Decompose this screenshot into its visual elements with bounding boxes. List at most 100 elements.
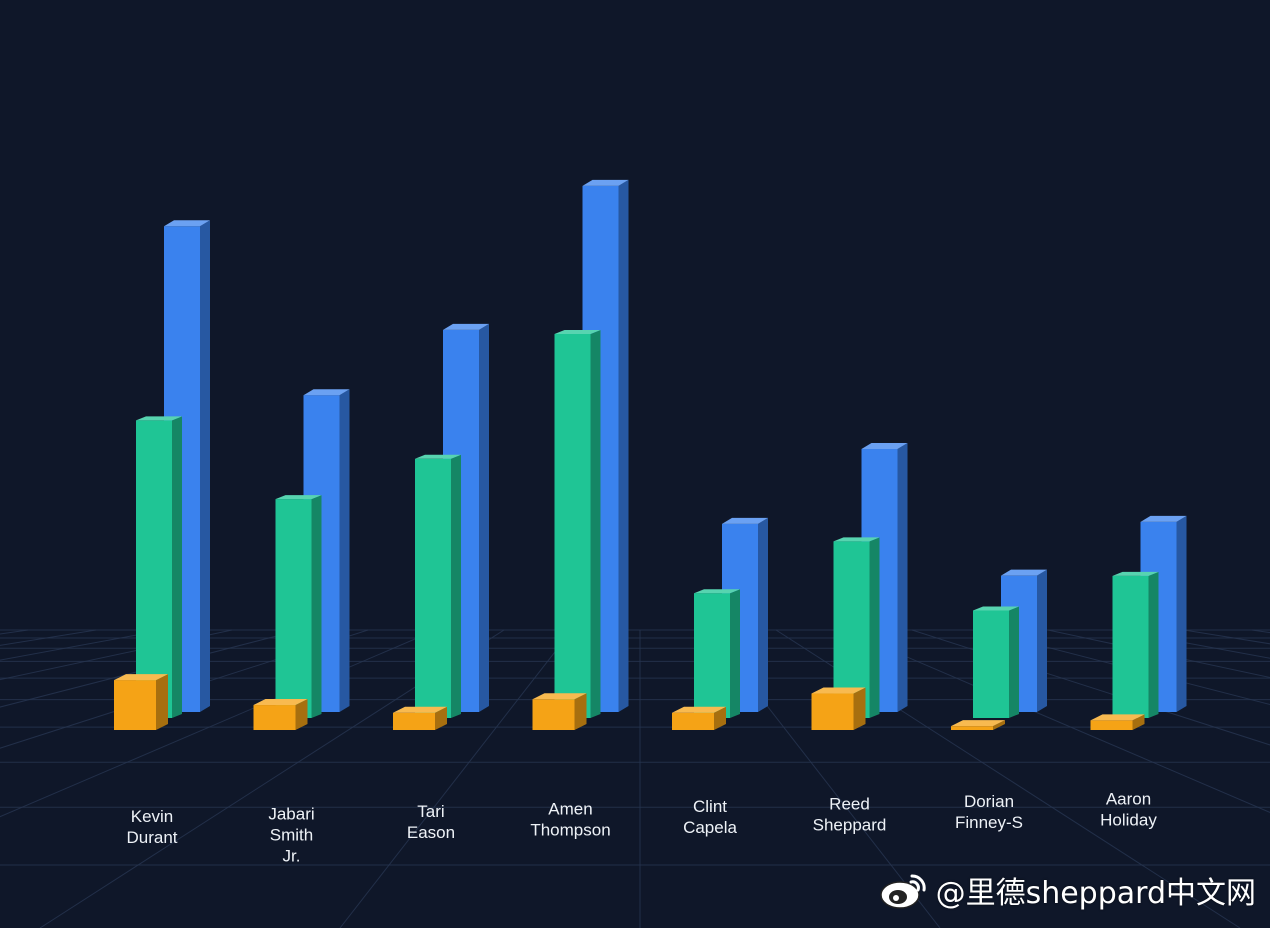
bar bbox=[393, 706, 447, 730]
category-label: Reed Sheppard bbox=[813, 795, 887, 835]
category-label: Kevin Durant bbox=[126, 807, 177, 847]
bar-top-face bbox=[582, 179, 629, 186]
bar-front-face bbox=[1090, 720, 1133, 730]
bars bbox=[114, 179, 1187, 730]
category-labels: Kevin Durant Jabari Smith Jr. Tari Eason Amen Th… bbox=[126, 790, 1157, 866]
watermark-text: @里德sheppard中文网 bbox=[935, 876, 1256, 911]
bar-top-face bbox=[861, 442, 908, 449]
category-label: Dorian Finney-S bbox=[955, 792, 1023, 832]
bar-front-face bbox=[253, 705, 296, 730]
bar-top-face bbox=[672, 706, 726, 713]
bar-side-face bbox=[758, 517, 768, 712]
bar-side-face bbox=[1009, 606, 1019, 718]
bar-group bbox=[1090, 515, 1187, 730]
grid-line-depth bbox=[843, 629, 1270, 813]
bar-top-face bbox=[833, 537, 880, 542]
bar bbox=[1090, 714, 1145, 730]
bar-top-face bbox=[114, 674, 168, 681]
bar-group bbox=[253, 389, 350, 730]
bar-front-face bbox=[973, 610, 1009, 718]
bar-side-face bbox=[479, 323, 489, 712]
bar-front-face bbox=[393, 712, 435, 730]
bar-side-face bbox=[618, 179, 629, 713]
grid-line-depth bbox=[339, 629, 573, 928]
bar-front-face bbox=[532, 699, 575, 730]
bar bbox=[114, 674, 168, 730]
bar bbox=[951, 720, 1005, 730]
bar-top-face bbox=[973, 606, 1019, 611]
grid-line-depth bbox=[911, 629, 1270, 746]
bar-front-face bbox=[554, 334, 591, 718]
bar-front-face bbox=[1112, 575, 1149, 718]
bar bbox=[672, 706, 726, 730]
category-label: Tari Eason bbox=[407, 802, 455, 842]
bar bbox=[136, 416, 182, 718]
bar-side-face bbox=[574, 693, 587, 730]
floor-grid bbox=[0, 629, 1270, 928]
bar-side-face bbox=[993, 720, 1005, 730]
bar-side-face bbox=[869, 537, 880, 718]
grid-line-depth bbox=[0, 629, 437, 818]
weibo-icon bbox=[879, 874, 926, 909]
bar-top-face bbox=[164, 220, 210, 227]
category-label: Aaron Holiday bbox=[1100, 790, 1157, 830]
bar-side-face bbox=[200, 220, 210, 713]
bar bbox=[694, 589, 740, 718]
bar-side-face bbox=[1148, 571, 1159, 718]
bar-top-face bbox=[694, 589, 740, 594]
grid-line-depth bbox=[0, 629, 369, 749]
bar bbox=[973, 606, 1019, 718]
bar-top-face bbox=[1112, 571, 1159, 576]
bar-top-face bbox=[1090, 714, 1145, 721]
bar bbox=[275, 495, 322, 718]
bar-side-face bbox=[853, 687, 866, 730]
bar-top-face bbox=[253, 699, 308, 706]
bar-front-face bbox=[951, 726, 993, 730]
bar-side-face bbox=[897, 442, 908, 712]
bar-top-face bbox=[136, 416, 182, 421]
bar-group bbox=[393, 323, 489, 730]
bar-group bbox=[811, 442, 908, 730]
bar-top-face bbox=[951, 720, 1005, 727]
category-label: Amen Thompson bbox=[530, 800, 610, 840]
bar-top-face bbox=[393, 706, 447, 713]
bar-side-face bbox=[339, 389, 350, 712]
bar-front-face bbox=[275, 499, 312, 718]
bar-front-face bbox=[415, 458, 451, 718]
bar-front-face bbox=[114, 680, 156, 730]
bar-top-face bbox=[722, 517, 768, 524]
bar bbox=[811, 687, 866, 730]
grid-line-depth bbox=[0, 629, 97, 646]
bar-top-face bbox=[303, 389, 350, 396]
bar-side-face bbox=[156, 674, 168, 730]
watermark: @里德sheppard中文网 bbox=[878, 868, 1256, 912]
bar-group bbox=[672, 517, 768, 730]
bar-side-face bbox=[1176, 515, 1187, 712]
bar-side-face bbox=[172, 416, 182, 718]
bar-side-face bbox=[435, 706, 447, 730]
category-label: Clint Capela bbox=[683, 797, 737, 837]
bar-top-face bbox=[554, 330, 601, 334]
bar-side-face bbox=[451, 454, 461, 718]
bar-front-face bbox=[136, 420, 172, 718]
bar-side-face bbox=[311, 495, 322, 718]
bar-side-face bbox=[714, 706, 726, 730]
bar-top-face bbox=[415, 454, 461, 459]
bar-top-face bbox=[275, 495, 322, 500]
bar-side-face bbox=[295, 699, 308, 730]
bar bbox=[554, 330, 601, 718]
bar-side-face bbox=[1037, 569, 1047, 712]
bar bbox=[253, 699, 308, 730]
bar-front-face bbox=[672, 712, 714, 730]
bar-side-face bbox=[730, 589, 740, 718]
bar-side-face bbox=[1132, 714, 1145, 730]
bar-top-face bbox=[811, 687, 866, 694]
bar-front-face bbox=[694, 593, 730, 718]
grid-line-depth bbox=[0, 629, 301, 708]
bar-top-face bbox=[1140, 515, 1187, 522]
category-label: Jabari Smith Jr. bbox=[268, 805, 314, 866]
bar bbox=[415, 454, 461, 718]
bar-front-face bbox=[811, 693, 854, 730]
